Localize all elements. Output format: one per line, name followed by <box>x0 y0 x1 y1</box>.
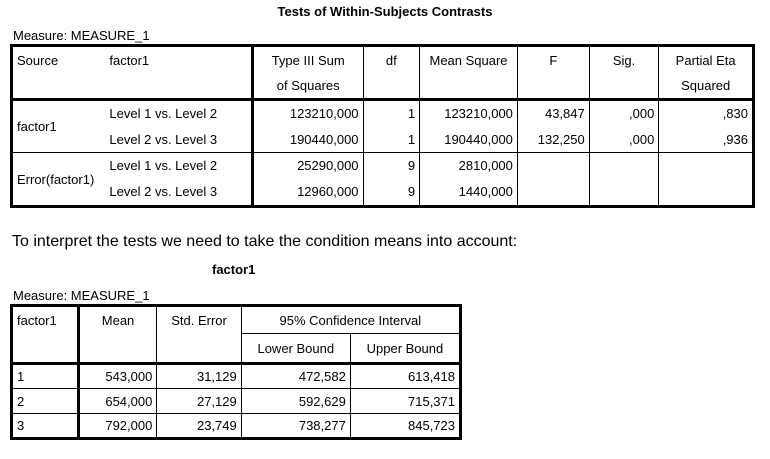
table-row: 3 792,000 23,749 738,277 845,723 <box>10 413 463 440</box>
std-error-cell: 31,129 <box>156 363 242 389</box>
f-cell: 43,847 <box>516 99 590 127</box>
ms-cell: 190440,000 <box>419 126 518 153</box>
table-row: Level 2 vs. Level 3 190440,000 1 190440,… <box>12 126 755 153</box>
level-cell: Level 2 vs. Level 3 <box>105 178 253 208</box>
ss-cell: 190440,000 <box>250 126 364 153</box>
std-error-cell: 27,129 <box>156 388 242 414</box>
sig-cell <box>588 178 659 208</box>
ms-cell: 123210,000 <box>419 99 518 127</box>
header-f: F <box>516 44 590 74</box>
level-cell: Level 1 vs. Level 2 <box>109 106 218 122</box>
std-error-cell: 23,749 <box>156 413 242 440</box>
header-ss-line1: Type III Sum <box>250 44 364 74</box>
upper-bound-cell: 613,418 <box>349 363 463 389</box>
df-cell: 9 <box>362 178 420 208</box>
header-source: Source <box>10 44 106 74</box>
header-ms: Mean Square <box>419 44 518 74</box>
ss-cell: 25290,000 <box>250 152 364 179</box>
level-cell: Level 1 vs. Level 2 <box>109 158 218 174</box>
mean-cell: 543,000 <box>76 363 157 389</box>
header-upper-bound: Upper Bound <box>349 333 463 365</box>
header-eta-line2: Squared <box>658 73 755 101</box>
eta-cell: ,830 <box>658 99 755 127</box>
mean-cell: 792,000 <box>76 413 157 440</box>
header-factor: factor1 <box>105 44 253 74</box>
table-row: factor1 Level 1 vs. Level 2 123210,000 1… <box>10 99 755 153</box>
header-lower-bound: Lower Bound <box>240 333 351 365</box>
mean-cell: 654,000 <box>76 388 157 414</box>
header-eta-line1: Partial Eta <box>658 44 755 74</box>
table-row: 2 654,000 27,129 592,629 715,371 <box>10 388 463 414</box>
table2-title: factor1 <box>212 262 256 277</box>
table1-title: Tests of Within-Subjects Contrasts <box>277 4 493 19</box>
header-confidence-interval: 95% Confidence Interval <box>240 304 463 334</box>
ss-cell: 123210,000 <box>250 99 364 127</box>
eta-cell <box>658 152 755 179</box>
level-cell: Level 2 vs. Level 3 <box>105 126 253 153</box>
df-cell: 1 <box>362 99 420 127</box>
header-sig: Sig. <box>588 44 659 74</box>
table2-measure: Measure: MEASURE_1 <box>13 288 150 303</box>
lower-bound-cell: 472,582 <box>240 363 351 389</box>
header-ss-line2: of Squares <box>250 73 364 101</box>
upper-bound-cell: 715,371 <box>349 388 463 414</box>
source-cell: Error(factor1) <box>10 152 106 208</box>
ms-cell: 1440,000 <box>419 178 518 208</box>
table-row: Level 2 vs. Level 3 12960,000 9 1440,000 <box>12 178 755 208</box>
lower-bound-cell: 592,629 <box>240 388 351 414</box>
table-row: Error(factor1) Level 1 vs. Level 2 25290… <box>10 152 755 208</box>
eta-cell <box>658 178 755 208</box>
header-mean: Mean <box>76 304 157 365</box>
upper-bound-cell: 845,723 <box>349 413 463 440</box>
table-row: 1 543,000 31,129 472,582 613,418 <box>10 363 463 389</box>
sig-cell: ,000 <box>588 99 659 127</box>
ss-cell: 12960,000 <box>250 178 364 208</box>
factor1-means-table: factor1 Mean Std. Error 95% Confidence I… <box>10 304 463 440</box>
factor-cell: 3 <box>10 413 79 440</box>
header-std-error: Std. Error <box>156 304 242 365</box>
df-cell: 9 <box>362 152 420 179</box>
within-subjects-contrasts-table: Source factor1 Type III Sum df Mean Squa… <box>10 44 755 208</box>
f-cell: 132,250 <box>516 126 590 153</box>
ms-cell: 2810,000 <box>419 152 518 179</box>
table1-measure: Measure: MEASURE_1 <box>13 28 150 43</box>
f-cell <box>516 152 590 179</box>
eta-cell: ,936 <box>658 126 755 153</box>
sig-cell <box>588 152 659 179</box>
lower-bound-cell: 738,277 <box>240 413 351 440</box>
sig-cell: ,000 <box>588 126 659 153</box>
interpretation-note: To interpret the tests we need to take t… <box>12 233 518 250</box>
source-cell: factor1 <box>10 99 106 153</box>
factor-cell: 1 <box>10 363 79 389</box>
f-cell <box>516 178 590 208</box>
header-factor: factor1 <box>10 304 79 365</box>
df-cell: 1 <box>362 126 420 153</box>
factor-cell: 2 <box>10 388 79 414</box>
header-df: df <box>362 44 420 74</box>
